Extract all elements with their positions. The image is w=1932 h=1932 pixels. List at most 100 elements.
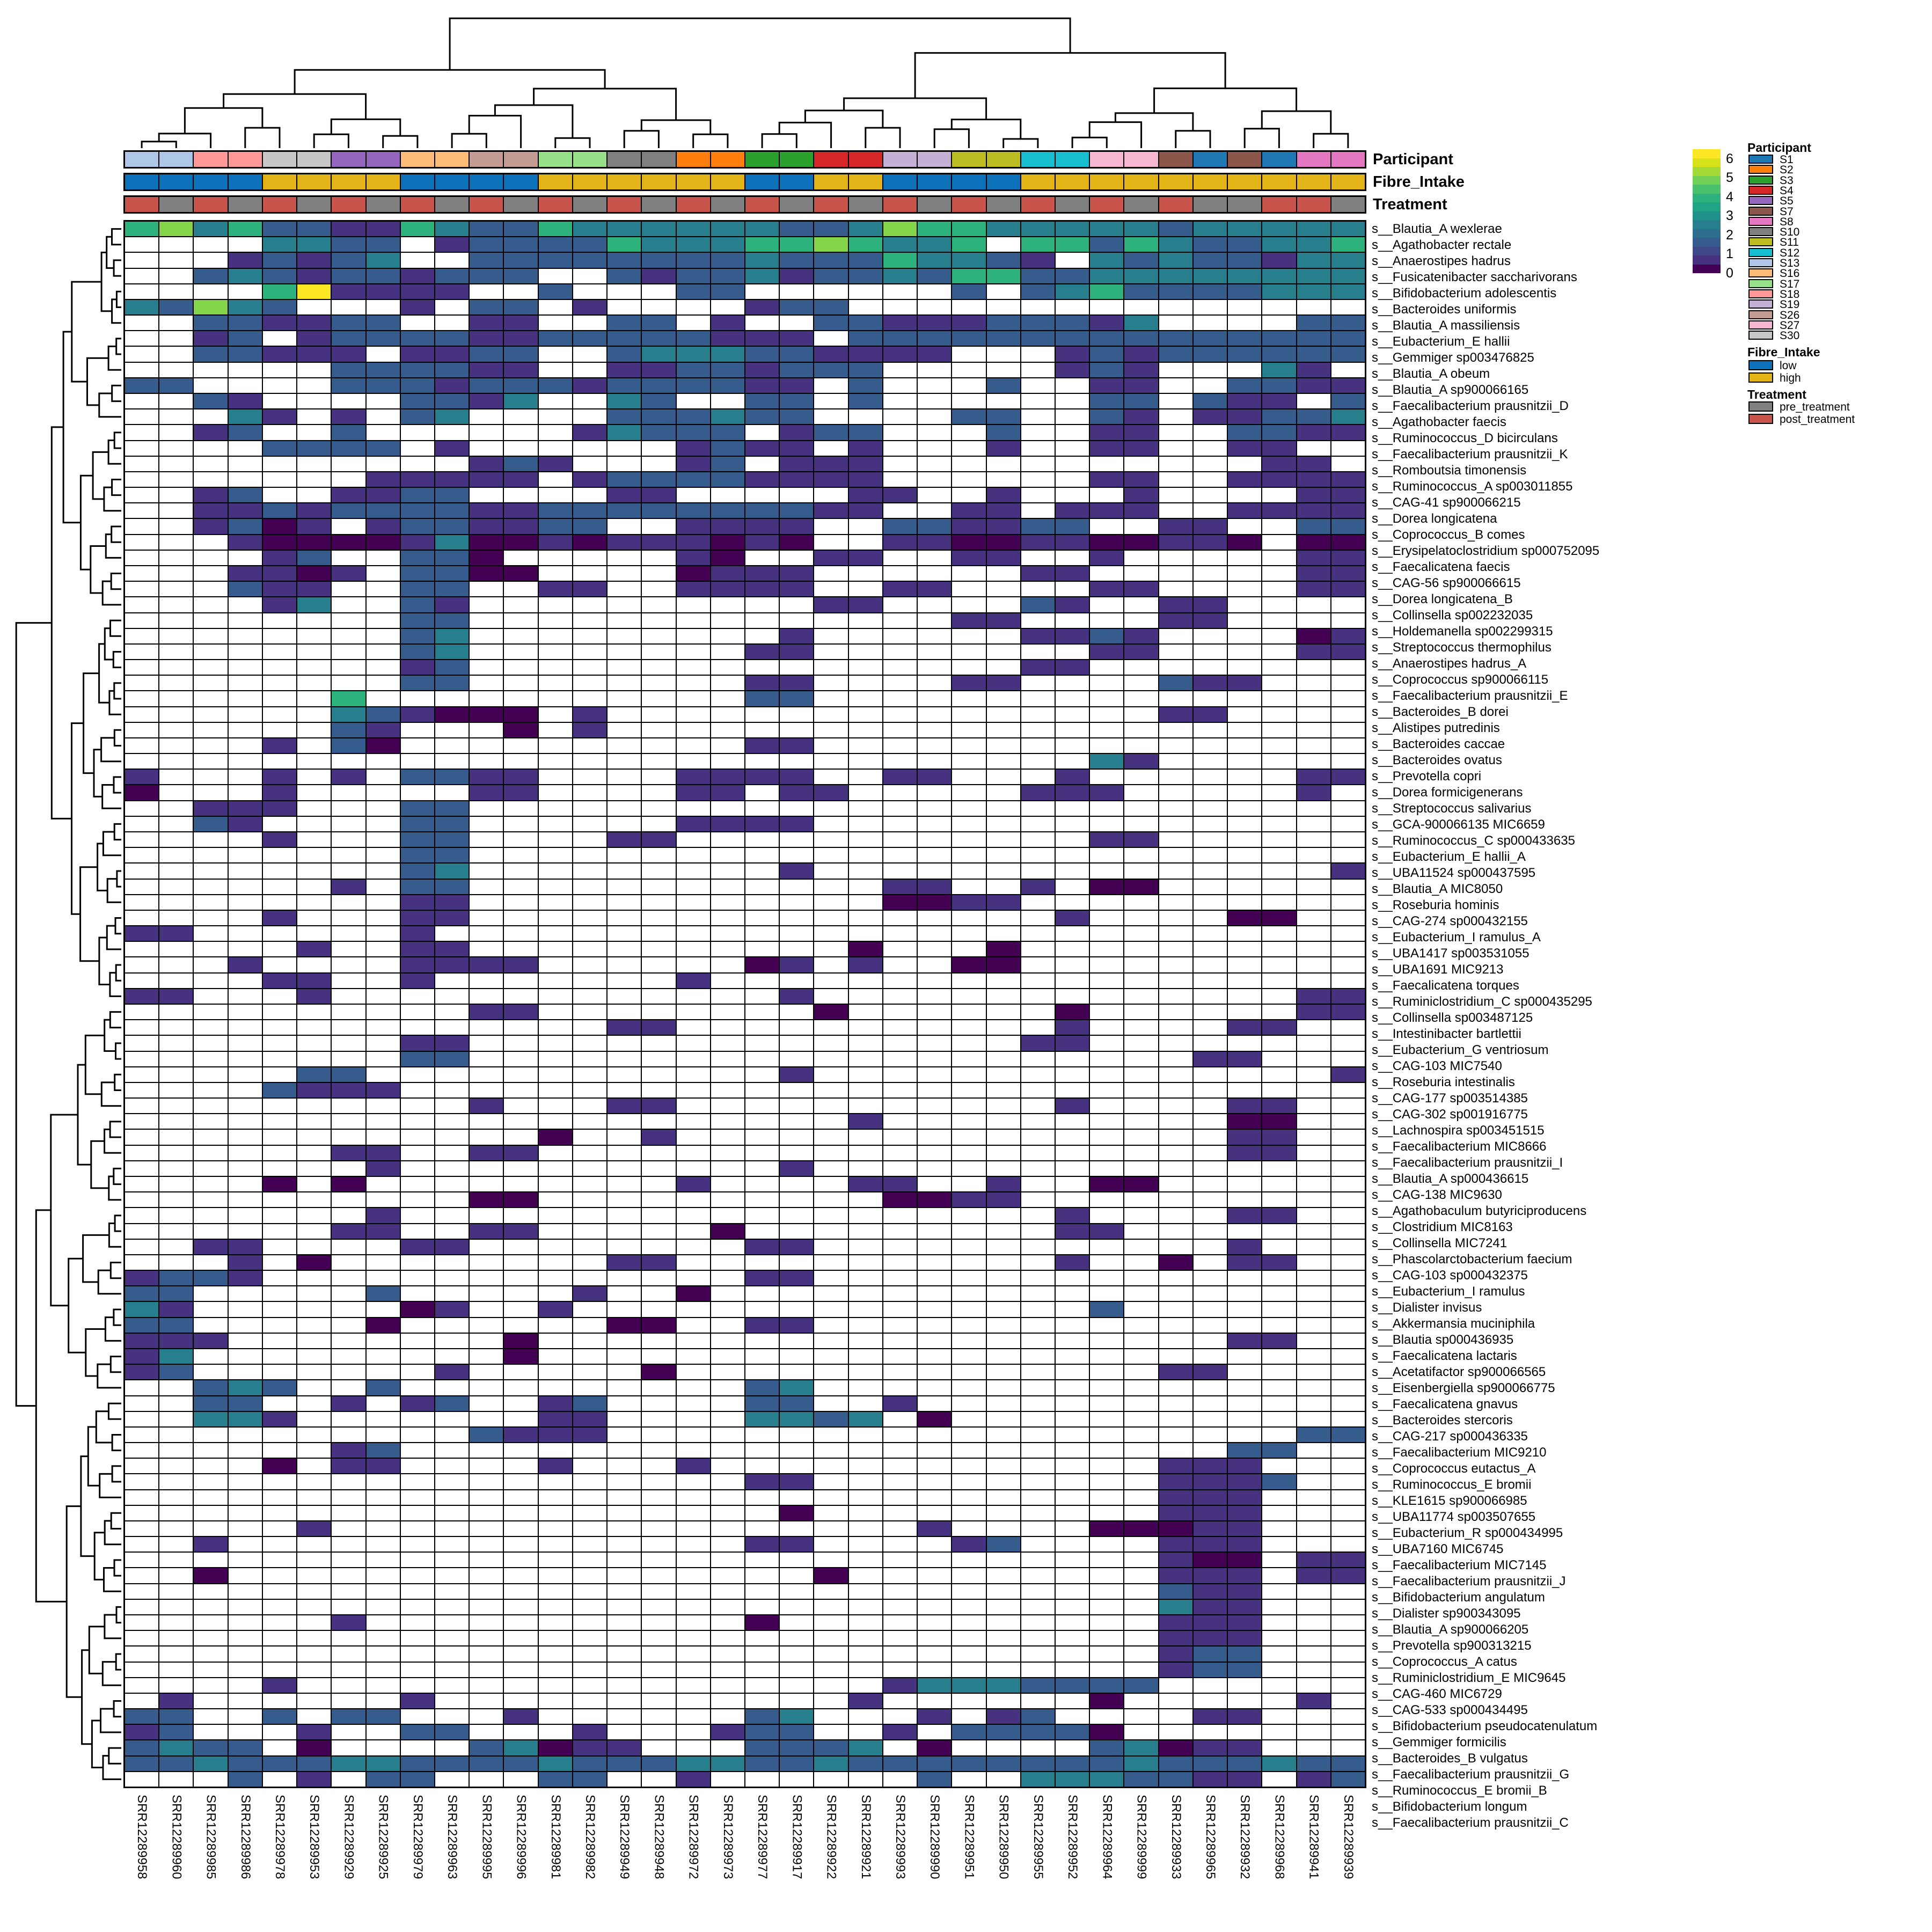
heatmap-cell bbox=[1090, 1333, 1124, 1348]
heatmap-cell bbox=[883, 1490, 917, 1505]
heatmap-cell bbox=[573, 1709, 607, 1724]
heatmap-cell bbox=[814, 1396, 848, 1411]
heatmap-cell bbox=[297, 1286, 331, 1301]
heatmap-cell bbox=[400, 1020, 434, 1035]
heatmap-cell bbox=[194, 1130, 228, 1145]
heatmap-cell bbox=[883, 441, 917, 456]
column-label-text: SRR12289986 bbox=[238, 1795, 253, 1879]
heatmap-cell bbox=[952, 1176, 986, 1192]
heatmap-cell bbox=[332, 691, 365, 706]
heatmap-cell bbox=[194, 1176, 228, 1192]
heatmap-cell bbox=[1090, 832, 1124, 847]
row-label: s__CAG-103 sp000432375 bbox=[1372, 1268, 1528, 1283]
heatmap-cell bbox=[504, 519, 538, 534]
heatmap-cell bbox=[883, 597, 917, 612]
heatmap-cell bbox=[1228, 503, 1262, 518]
heatmap-cell bbox=[573, 1349, 607, 1364]
heatmap-cell bbox=[711, 566, 744, 581]
heatmap-cell bbox=[642, 331, 676, 346]
heatmap-cell bbox=[711, 722, 744, 737]
heatmap-cell bbox=[366, 582, 400, 597]
heatmap-cell bbox=[918, 1505, 952, 1520]
heatmap-cell bbox=[745, 237, 779, 252]
heatmap-cell bbox=[1021, 1130, 1055, 1145]
heatmap-cell bbox=[1055, 1380, 1089, 1395]
heatmap-cell bbox=[1055, 441, 1089, 456]
heatmap-cell bbox=[332, 1474, 365, 1489]
heatmap-cell bbox=[1021, 1208, 1055, 1223]
heatmap-cell bbox=[262, 1615, 297, 1630]
heatmap-cell bbox=[1262, 582, 1296, 597]
heatmap-cell bbox=[1193, 1020, 1227, 1035]
heatmap-cell bbox=[642, 1646, 676, 1662]
heatmap-cell bbox=[711, 1678, 744, 1693]
heatmap-cell bbox=[573, 879, 607, 894]
heatmap-cell bbox=[1262, 1130, 1296, 1145]
heatmap-cell bbox=[1090, 1318, 1124, 1333]
heatmap-cell bbox=[642, 1474, 676, 1489]
heatmap-cell bbox=[538, 973, 572, 988]
heatmap-cell bbox=[642, 566, 676, 581]
heatmap-cell bbox=[1297, 1020, 1330, 1035]
heatmap-cell bbox=[228, 1082, 262, 1098]
heatmap-cell bbox=[1090, 910, 1124, 926]
heatmap-cell bbox=[1124, 801, 1158, 816]
heatmap-cell bbox=[608, 957, 641, 972]
heatmap-cell bbox=[228, 1490, 262, 1505]
fibre-intake-annotation-cell bbox=[125, 174, 159, 189]
heatmap-cell bbox=[883, 535, 917, 550]
heatmap-cell bbox=[262, 362, 297, 377]
heatmap-cell bbox=[228, 503, 262, 518]
heatmap-cell bbox=[780, 1396, 814, 1411]
heatmap-cell bbox=[883, 284, 917, 299]
heatmap-cell bbox=[1090, 1051, 1124, 1066]
heatmap-cell bbox=[1055, 832, 1089, 847]
heatmap-cell bbox=[470, 1678, 503, 1693]
column-label-text: SRR12289963 bbox=[445, 1795, 460, 1879]
heatmap-cell bbox=[470, 1537, 503, 1552]
heatmap-cell bbox=[400, 1271, 434, 1286]
heatmap-cell bbox=[1021, 691, 1055, 706]
heatmap-cell bbox=[228, 1099, 262, 1114]
heatmap-cell bbox=[952, 1114, 986, 1129]
heatmap-cell bbox=[435, 1521, 469, 1536]
heatmap-cell bbox=[1055, 707, 1089, 722]
heatmap-cell bbox=[125, 1505, 159, 1520]
heatmap-cell bbox=[883, 1161, 917, 1176]
heatmap-cell bbox=[1090, 644, 1124, 660]
heatmap-cell bbox=[745, 1631, 779, 1646]
heatmap-cell bbox=[1055, 863, 1089, 879]
heatmap-cell bbox=[745, 1349, 779, 1364]
heatmap-cell bbox=[986, 597, 1020, 612]
legend-swatch bbox=[1748, 165, 1773, 174]
heatmap-cell bbox=[1228, 1521, 1262, 1536]
heatmap-cell bbox=[504, 347, 538, 362]
heatmap-cell bbox=[1331, 1271, 1365, 1286]
heatmap-cell bbox=[711, 253, 744, 268]
heatmap-cell bbox=[952, 1443, 986, 1458]
heatmap-cell bbox=[538, 1302, 572, 1317]
heatmap-cell bbox=[194, 1411, 228, 1426]
heatmap-cell bbox=[1228, 863, 1262, 879]
heatmap-cell bbox=[435, 1020, 469, 1035]
heatmap-cell bbox=[676, 816, 710, 832]
heatmap-cell bbox=[814, 1740, 848, 1755]
heatmap-cell bbox=[1262, 1459, 1296, 1474]
heatmap-cell bbox=[642, 1537, 676, 1552]
heatmap-cell bbox=[952, 550, 986, 565]
heatmap-cell bbox=[780, 1505, 814, 1520]
row-label: s__Bifidobacterium pseudocatenulatum bbox=[1372, 1719, 1598, 1733]
legend-swatch bbox=[1748, 372, 1773, 383]
heatmap-cell bbox=[504, 284, 538, 299]
heatmap-cell bbox=[642, 472, 676, 487]
heatmap-cell bbox=[1297, 1349, 1330, 1364]
heatmap-cell bbox=[1228, 1318, 1262, 1333]
heatmap-cell bbox=[159, 910, 193, 926]
heatmap-cell bbox=[366, 1349, 400, 1364]
heatmap-cell bbox=[435, 1130, 469, 1145]
heatmap-cell bbox=[1193, 1411, 1227, 1426]
heatmap-cell bbox=[711, 1145, 744, 1160]
column-label-text: SRR12289999 bbox=[1134, 1795, 1149, 1879]
heatmap-cell bbox=[883, 1443, 917, 1458]
heatmap-cell bbox=[159, 472, 193, 487]
